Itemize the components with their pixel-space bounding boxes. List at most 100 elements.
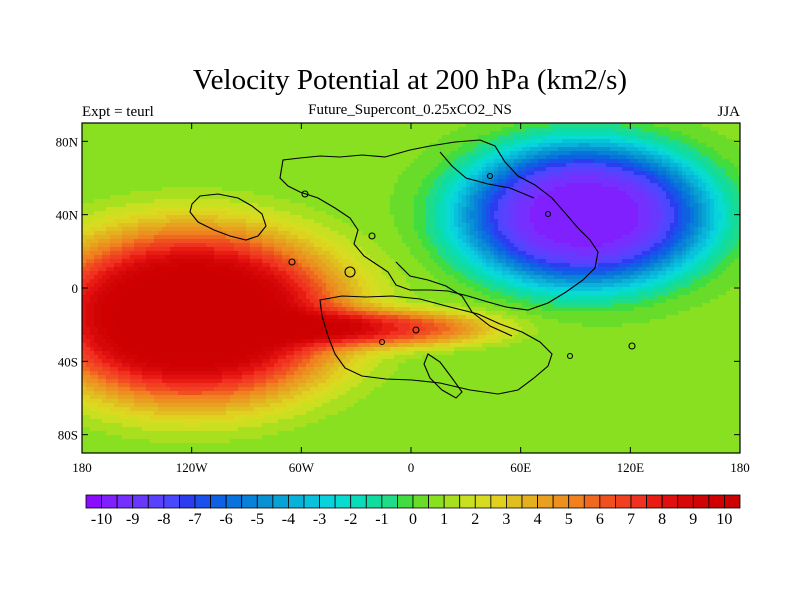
- x-axis: 180 120W 60W 0 60E 120E 180: [72, 123, 750, 475]
- colorbar-swatch: [646, 494, 663, 509]
- colorbar-swatch: [724, 494, 741, 509]
- x-tick-label: 60W: [289, 460, 315, 475]
- y-tick-label: 80N: [56, 134, 79, 149]
- southern-peninsula-outline: [423, 353, 463, 399]
- colorbar-swatch: [101, 494, 118, 509]
- colorbar-label: 2: [471, 511, 479, 528]
- colorbar-swatch: [474, 494, 492, 509]
- colorbar-label: -7: [188, 511, 201, 528]
- colorbar-label: -4: [282, 511, 295, 528]
- colorbar-swatch: [506, 494, 523, 509]
- colorbar-label: -6: [219, 511, 232, 528]
- colorbar-swatch: [365, 494, 383, 509]
- colorbar-label: -1: [375, 511, 388, 528]
- island-8: [628, 342, 636, 350]
- island-4: [301, 190, 309, 198]
- colorbar-label: 10: [716, 511, 732, 528]
- colorbar-swatch: [288, 494, 305, 509]
- x-tick-label: 180: [730, 460, 750, 475]
- colorbar-swatch: [490, 494, 507, 509]
- y-tick-label: 40N: [56, 208, 79, 223]
- colorbar-label: -3: [313, 511, 326, 528]
- colorbar: -10 -9 -8 -7 -6 -5 -4 -3 -2 -1 0 1 2 3 4 5 6 7 8 9 10: [85, 494, 741, 528]
- x-tick-label: 120W: [176, 460, 209, 475]
- colorbar-swatch: [661, 494, 679, 509]
- x-tick-label: 0: [408, 460, 415, 475]
- colorbar-swatch: [397, 494, 414, 509]
- colorbar-label: -9: [126, 511, 139, 528]
- colorbar-label: 3: [502, 511, 510, 528]
- colorbar-swatch: [256, 494, 274, 509]
- colorbar-swatch: [210, 494, 227, 509]
- colorbar-swatch: [412, 494, 429, 509]
- island-10: [378, 338, 386, 346]
- south-supercontinent-outline: [319, 295, 553, 395]
- island-1: [344, 266, 356, 278]
- colorbar-swatch: [521, 494, 538, 509]
- colorbar-swatch: [179, 494, 196, 509]
- island-6: [544, 210, 552, 218]
- colorbar-swatch: [319, 494, 336, 509]
- colorbar-label: 8: [658, 511, 666, 528]
- island-2: [288, 258, 296, 266]
- colorbar-swatch: [692, 494, 710, 509]
- colorbar-swatch: [443, 494, 461, 509]
- colorbar-label: 6: [596, 511, 604, 528]
- x-tick-label: 120E: [617, 460, 645, 475]
- colorbar-swatch: [381, 494, 398, 509]
- chart-subtitle: Future_Supercont_0.25xCO2_NS: [308, 102, 512, 118]
- y-tick-label: 40S: [58, 354, 78, 369]
- right-label: JJA: [717, 104, 740, 120]
- colorbar-label: 1: [440, 511, 448, 528]
- coastlines: [189, 139, 636, 399]
- colorbar-swatch: [537, 494, 554, 509]
- colorbar-swatch: [552, 494, 570, 509]
- colorbar-swatch: [272, 494, 289, 509]
- colorbar-swatch: [225, 494, 243, 509]
- island-3: [368, 232, 376, 240]
- colorbar-label: -10: [91, 511, 112, 528]
- colorbar-swatch: [194, 494, 211, 509]
- colorbar-swatch: [708, 494, 725, 509]
- interior-coast-outline: [395, 261, 513, 337]
- island-5: [486, 172, 494, 180]
- y-axis: 80N 40N 0 40S 80S: [56, 134, 740, 443]
- colorbar-swatch: [677, 494, 694, 509]
- colorbar-swatch: [459, 494, 476, 509]
- colorbar-swatch: [163, 494, 180, 509]
- colorbar-swatch: [303, 494, 320, 509]
- colorbar-swatch: [116, 494, 134, 509]
- colorbar-label: -2: [344, 511, 357, 528]
- north-supercontinent-outline: [279, 139, 599, 311]
- colorbar-label: 5: [565, 511, 573, 528]
- colorbar-swatch: [132, 494, 149, 509]
- contour-field: [82, 123, 740, 453]
- colorbar-swatch: [630, 494, 647, 509]
- colorbar-swatch: [428, 494, 445, 509]
- y-tick-label: 80S: [58, 428, 78, 443]
- colorbar-label: -8: [157, 511, 170, 528]
- colorbar-label: -5: [251, 511, 264, 528]
- colorbar-swatch: [241, 494, 258, 509]
- chart-title: Velocity Potential at 200 hPa (km2/s): [193, 64, 627, 96]
- colorbar-swatch: [350, 494, 367, 509]
- y-tick-label: 0: [72, 281, 79, 296]
- island-9: [412, 326, 420, 334]
- colorbar-label: 9: [689, 511, 697, 528]
- western-landmass-outline: [189, 193, 267, 241]
- left-label: Expt = teurl: [82, 104, 154, 120]
- colorbar-label: 7: [627, 511, 635, 528]
- x-tick-label: 180: [72, 460, 92, 475]
- x-tick-label: 60E: [510, 460, 531, 475]
- colorbar-label: 0: [409, 511, 417, 528]
- island-7: [566, 352, 574, 360]
- arctic-coast-outline: [439, 151, 535, 199]
- colorbar-label: 4: [534, 511, 542, 528]
- colorbar-swatch: [147, 494, 165, 509]
- colorbar-swatch: [85, 494, 102, 509]
- colorbar-swatch: [615, 494, 632, 509]
- colorbar-swatch: [334, 494, 352, 509]
- colorbar-swatch: [599, 494, 616, 509]
- colorbar-swatch: [568, 494, 585, 509]
